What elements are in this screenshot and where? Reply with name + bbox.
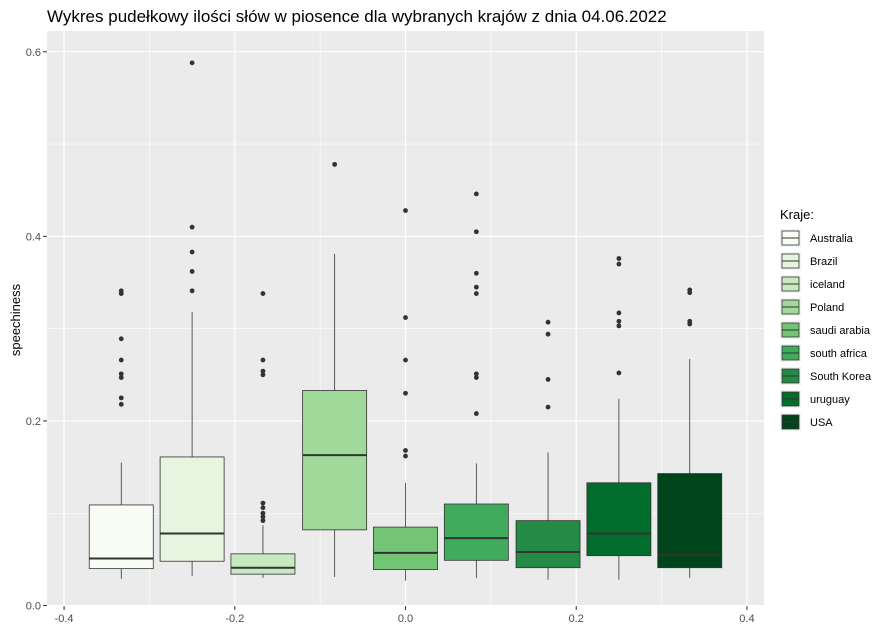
- legend-item: Brazil: [780, 252, 838, 270]
- legend-item: South Korea: [780, 367, 872, 385]
- box-uruguay: [586, 256, 652, 580]
- outlier-point: [403, 315, 408, 320]
- outlier-point: [473, 229, 479, 235]
- legend-label: USA: [810, 417, 833, 429]
- outlier-point: [118, 395, 124, 401]
- outlier-point: [260, 510, 266, 516]
- box-saudi-arabia: [373, 208, 438, 581]
- box-australia: [88, 288, 154, 579]
- outlier-point: [616, 318, 622, 324]
- x-tick-label: 0.0: [398, 613, 413, 625]
- outlier-point: [260, 500, 266, 506]
- box-south-africa: [443, 191, 509, 578]
- legend-item: Australia: [780, 229, 854, 247]
- outlier-point: [189, 60, 195, 66]
- y-tick-label: 0.6: [26, 47, 41, 59]
- outlier-point: [616, 256, 622, 261]
- outlier-point: [616, 370, 622, 376]
- outlier-point: [118, 371, 124, 377]
- legend-item: USA: [780, 413, 833, 431]
- chart-title: Wykres pudełkowy ilości słów w piosence …: [47, 7, 667, 26]
- y-axis-title: speechiness: [8, 283, 23, 356]
- outlier-point: [473, 284, 479, 290]
- outlier-point: [189, 269, 195, 274]
- box-body: [230, 553, 296, 575]
- legend-label: uruguay: [810, 394, 850, 406]
- legend-item: saudi arabia: [780, 321, 871, 339]
- boxes-layer: [88, 60, 723, 581]
- outlier-point: [545, 319, 551, 325]
- outlier-point: [118, 336, 124, 342]
- legend-item: uruguay: [780, 390, 850, 408]
- outlier-point: [473, 371, 479, 377]
- outlier-point: [260, 514, 266, 520]
- legend-label: Poland: [810, 302, 844, 314]
- outlier-point: [473, 270, 479, 276]
- legend-label: south africa: [810, 348, 868, 360]
- outlier-point: [687, 318, 693, 324]
- outlier-point: [189, 249, 195, 255]
- outlier-point: [260, 505, 266, 511]
- outlier-point: [473, 291, 479, 296]
- outlier-point: [189, 224, 195, 230]
- outlier-point: [332, 161, 338, 167]
- box-body: [586, 482, 652, 557]
- y-tick-label: 0.4: [26, 231, 41, 243]
- outlier-point: [403, 453, 408, 459]
- outlier-point: [118, 375, 124, 380]
- box-body: [515, 520, 581, 569]
- outlier-point: [616, 261, 622, 267]
- legend-label: Brazil: [810, 256, 838, 268]
- outlier-point: [687, 287, 693, 293]
- x-tick-label: 0.2: [569, 613, 584, 625]
- outlier-point: [260, 372, 266, 378]
- axes: -0.4 -0.2 0.0 0.2 0.4 0.0 0.2 0.4 0.6: [26, 47, 755, 625]
- legend-label: iceland: [810, 279, 845, 291]
- x-tick-label: -0.2: [225, 613, 244, 625]
- outlier-point: [545, 404, 551, 410]
- outlier-point: [616, 323, 622, 329]
- outlier-point: [545, 331, 551, 337]
- outlier-point: [260, 368, 266, 374]
- outlier-point: [260, 291, 266, 296]
- box-body: [159, 456, 225, 562]
- outlier-point: [403, 390, 408, 396]
- box-south-korea: [515, 319, 581, 580]
- legend-label: South Korea: [810, 371, 872, 383]
- legend-item: iceland: [780, 275, 845, 293]
- box-usa: [657, 287, 723, 578]
- outlier-point: [118, 288, 124, 294]
- y-tick-label: 0.0: [26, 601, 41, 613]
- legend-title: Kraje:: [780, 207, 814, 222]
- y-tick-label: 0.2: [26, 416, 41, 428]
- box-body: [443, 503, 509, 561]
- box-iceland: [230, 291, 296, 578]
- legend-label: Australia: [810, 233, 854, 245]
- outlier-point: [189, 288, 195, 294]
- box-brazil: [159, 60, 225, 577]
- outlier-point: [473, 191, 479, 197]
- outlier-point: [260, 518, 266, 524]
- outlier-point: [260, 357, 266, 363]
- x-tick-label: -0.4: [55, 613, 74, 625]
- box-poland: [302, 161, 368, 577]
- legend-item: Poland: [780, 298, 844, 316]
- outlier-point: [118, 357, 124, 363]
- outlier-point: [616, 310, 622, 316]
- legend-item: south africa: [780, 344, 868, 362]
- outlier-point: [545, 377, 551, 382]
- x-tick-label: 0.4: [739, 613, 754, 625]
- outlier-point: [403, 448, 408, 453]
- outlier-point: [118, 401, 124, 407]
- box-body: [373, 526, 438, 570]
- box-body: [657, 473, 723, 569]
- outlier-point: [403, 208, 408, 213]
- outlier-point: [403, 357, 408, 363]
- outlier-point: [473, 411, 479, 416]
- outlier-point: [473, 375, 479, 380]
- legend: Kraje: Australia Brazil iceland Poland saudi…: [780, 207, 872, 431]
- legend-label: saudi arabia: [810, 325, 871, 337]
- box-body: [302, 390, 368, 531]
